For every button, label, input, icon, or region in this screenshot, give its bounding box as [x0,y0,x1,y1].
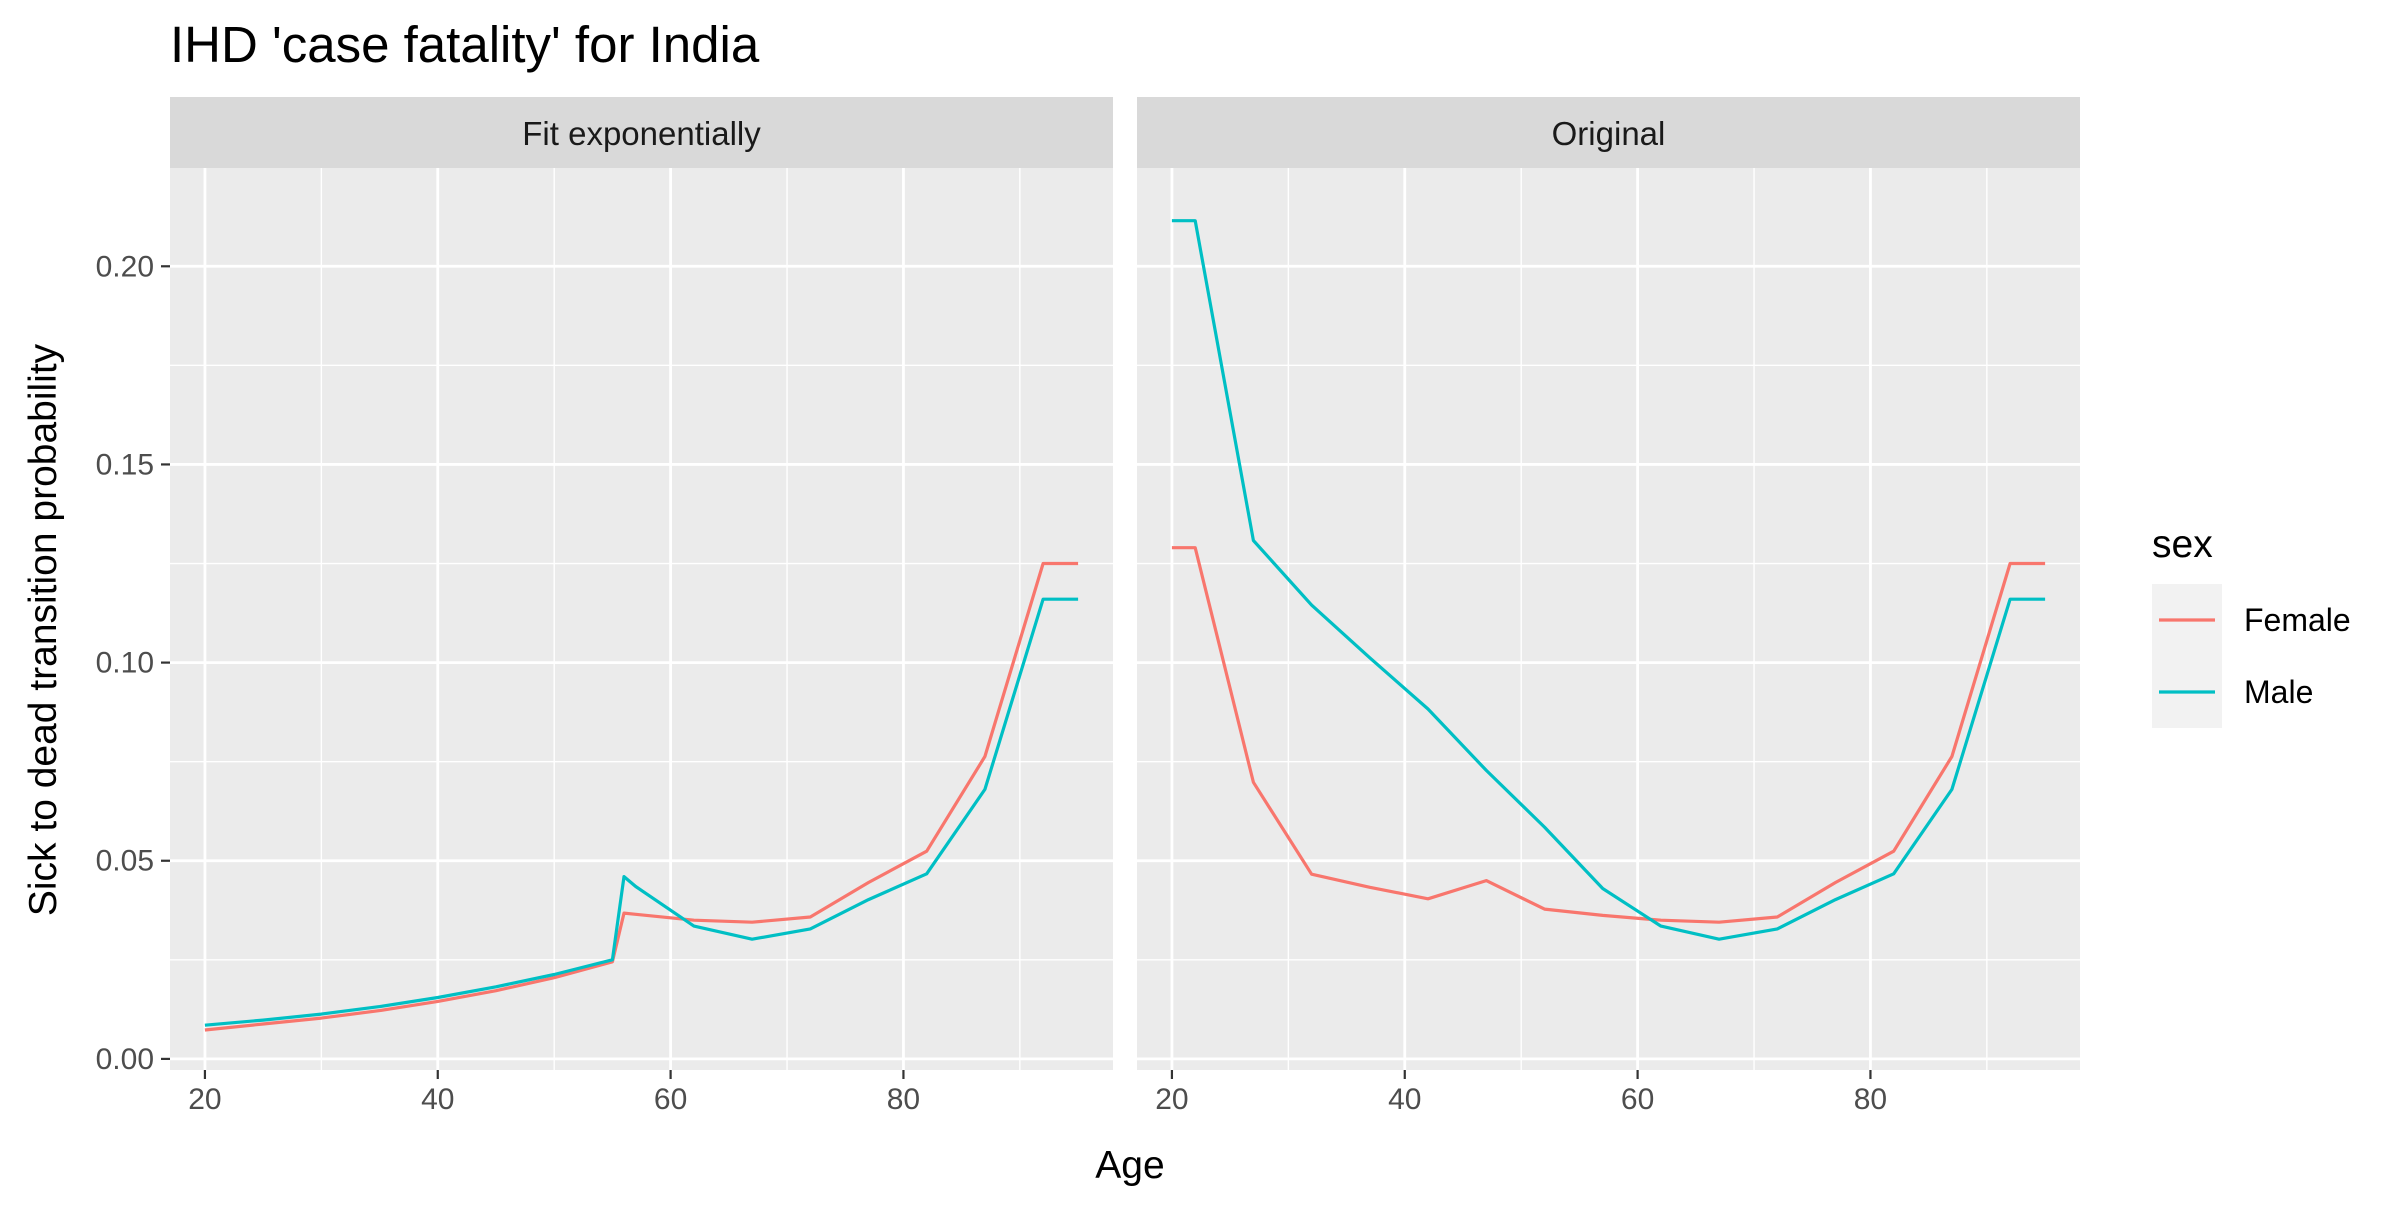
series-line-female [204,561,1079,1032]
legend-label: Female [2244,602,2351,638]
y-tick-label: 0.00 [96,1043,154,1076]
panel-strip-label: Fit exponentially [522,115,761,152]
x-tick-label: 80 [1854,1083,1887,1116]
legend-entry-female: Female [2152,584,2351,656]
y-tick-label: 0.15 [96,448,154,481]
y-tick-label: 0.05 [96,845,154,878]
x-tick-label: 40 [1388,1083,1421,1116]
panel-strip [170,97,1113,168]
panel-background [170,168,1113,1070]
y-tick-label: 0.10 [96,647,154,680]
panel-2: Original 20 40 60 80 [1137,97,2080,1116]
y-tick-label: 0.20 [96,250,154,283]
series-lines [204,561,1079,1032]
panel-strip-label: Original [1552,115,1666,152]
x-tick-label: 60 [654,1083,687,1116]
legend-entry-male: Male [2152,656,2313,728]
x-tick-label: 20 [188,1083,221,1116]
x-tick-label: 80 [887,1083,920,1116]
y-axis-title: Sick to dead transition probability [22,343,65,916]
x-tick-label: 40 [421,1083,454,1116]
panel-strip [1137,97,2080,168]
x-axis-title: Age [1095,1144,1164,1187]
gridlines [170,168,1113,1070]
legend-title: sex [2152,523,2213,566]
panels-layer: Fit exponentially 20 40 60 80 0.00 0.05 0.10 0.1… [96,97,2080,1116]
series-line-male [1171,219,2046,941]
panel-background [1137,168,2080,1070]
legend: sex Female Male [2152,523,2351,728]
x-tick-label: 60 [1621,1083,1654,1116]
panel-1: Fit exponentially 20 40 60 80 0.00 0.05 0.10 0.1… [96,97,1113,1116]
x-tick-label: 20 [1155,1083,1188,1116]
series-lines [1171,219,2046,941]
series-line-female [1171,546,2046,924]
series-line-male [204,597,1079,1027]
chart-title: IHD 'case fatality' for India [170,16,760,73]
legend-label: Male [2244,674,2313,710]
